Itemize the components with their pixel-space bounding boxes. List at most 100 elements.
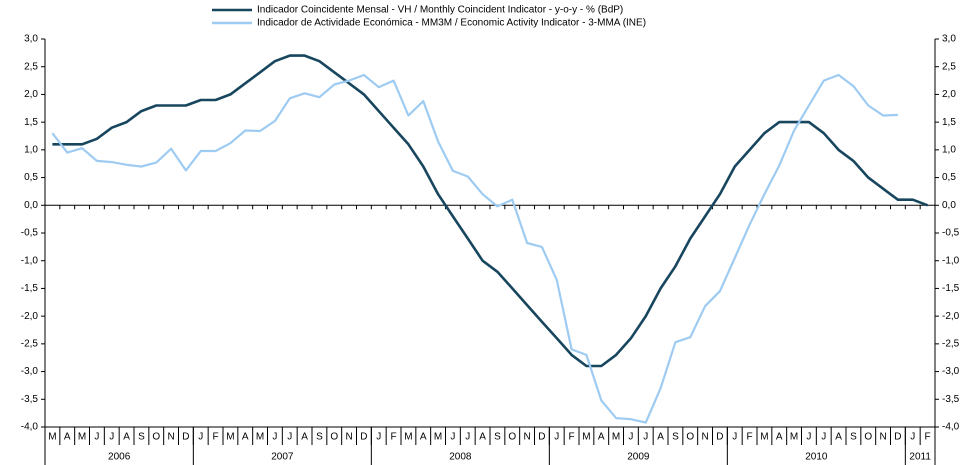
y2-tick-label: -3,0 bbox=[942, 366, 960, 377]
x-tick-label: J bbox=[821, 432, 826, 443]
year-label: 2007 bbox=[271, 452, 294, 463]
x-tick-label: D bbox=[538, 432, 545, 443]
x-tick-label: A bbox=[301, 432, 308, 443]
y-tick-label: 1,5 bbox=[24, 117, 38, 128]
x-tick-label: S bbox=[672, 432, 679, 443]
x-tick-label: O bbox=[330, 432, 338, 443]
x-tick-label: J bbox=[643, 432, 648, 443]
year-label: 2011 bbox=[909, 452, 931, 463]
year-label: 2009 bbox=[627, 452, 650, 463]
x-tick-label: M bbox=[612, 432, 620, 443]
x-tick-label: N bbox=[167, 432, 174, 443]
y2-tick-label: -1,5 bbox=[942, 283, 960, 294]
x-tick-label: N bbox=[523, 432, 530, 443]
x-tick-label: D bbox=[894, 432, 901, 443]
x-tick-label: A bbox=[420, 432, 427, 443]
y2-tick-label: 3,0 bbox=[942, 34, 956, 45]
y-tick-label: 2,5 bbox=[24, 61, 38, 72]
year-label: 2006 bbox=[108, 452, 131, 463]
x-tick-label: J bbox=[554, 432, 559, 443]
x-tick-label: O bbox=[864, 432, 872, 443]
x-tick-label: M bbox=[404, 432, 412, 443]
y-tick-label: -0,5 bbox=[21, 228, 39, 239]
y2-tick-label: -2,0 bbox=[942, 311, 960, 322]
x-tick-label: M bbox=[256, 432, 264, 443]
x-tick-label: J bbox=[806, 432, 811, 443]
x-tick-label: M bbox=[582, 432, 590, 443]
y-tick-label: 0,0 bbox=[24, 200, 38, 211]
x-tick-label: J bbox=[198, 432, 203, 443]
x-tick-label: M bbox=[760, 432, 768, 443]
x-tick-label: J bbox=[109, 432, 114, 443]
x-tick-label: F bbox=[213, 432, 219, 443]
y-tick-label: -2,5 bbox=[21, 338, 39, 349]
x-tick-label: A bbox=[598, 432, 605, 443]
x-tick-label: A bbox=[657, 432, 664, 443]
y2-tick-label: 0,5 bbox=[942, 172, 956, 183]
x-tick-label: M bbox=[226, 432, 234, 443]
y-tick-label: -1,5 bbox=[21, 283, 39, 294]
x-tick-label: S bbox=[138, 432, 145, 443]
y-tick-label: -4,0 bbox=[21, 422, 39, 433]
x-tick-label: O bbox=[152, 432, 160, 443]
y-tick-label: -1,0 bbox=[21, 255, 39, 266]
y2-tick-label: -1,0 bbox=[942, 255, 960, 266]
legend-label: Indicador de Actividade Económica - MM3M… bbox=[257, 18, 646, 29]
y2-tick-label: 2,0 bbox=[942, 89, 956, 100]
y-tick-label: -2,0 bbox=[21, 311, 39, 322]
y-tick-label: 2,0 bbox=[24, 89, 38, 100]
x-tick-label: S bbox=[316, 432, 323, 443]
y2-tick-label: -3,5 bbox=[942, 394, 960, 405]
x-tick-label: D bbox=[716, 432, 723, 443]
x-tick-label: A bbox=[123, 432, 130, 443]
x-tick-label: D bbox=[360, 432, 367, 443]
x-tick-label: M bbox=[434, 432, 442, 443]
y2-tick-label: 1,5 bbox=[942, 117, 956, 128]
series-line bbox=[51, 73, 898, 424]
x-tick-label: A bbox=[835, 432, 842, 443]
x-tick-label: M bbox=[48, 432, 56, 443]
x-tick-label: A bbox=[479, 432, 486, 443]
x-tick-label: J bbox=[910, 432, 915, 443]
x-tick-label: N bbox=[879, 432, 886, 443]
x-tick-label: J bbox=[272, 432, 277, 443]
x-tick-label: M bbox=[78, 432, 86, 443]
x-tick-label: F bbox=[747, 432, 753, 443]
x-tick-label: A bbox=[64, 432, 71, 443]
x-tick-label: N bbox=[701, 432, 708, 443]
x-tick-label: A bbox=[776, 432, 783, 443]
y2-tick-label: 2,5 bbox=[942, 61, 956, 72]
series-line bbox=[52, 54, 929, 368]
x-tick-label: J bbox=[450, 432, 455, 443]
x-tick-label: F bbox=[569, 432, 575, 443]
y2-tick-label: -4,0 bbox=[942, 422, 960, 433]
x-tick-label: J bbox=[94, 432, 99, 443]
y2-tick-label: -2,5 bbox=[942, 338, 960, 349]
legend-label: Indicador Coincidente Mensal - VH / Mont… bbox=[257, 5, 623, 16]
x-tick-label: J bbox=[628, 432, 633, 443]
y2-tick-label: 0,0 bbox=[942, 200, 956, 211]
y2-tick-label: -0,5 bbox=[942, 228, 960, 239]
x-tick-label: J bbox=[287, 432, 292, 443]
x-tick-label: J bbox=[465, 432, 470, 443]
x-tick-label: F bbox=[391, 432, 397, 443]
x-tick-label: S bbox=[850, 432, 857, 443]
y-tick-label: 1,0 bbox=[24, 144, 38, 155]
y-tick-label: 0,5 bbox=[24, 172, 38, 183]
year-label: 2010 bbox=[805, 452, 828, 463]
x-tick-label: N bbox=[345, 432, 352, 443]
x-tick-label: J bbox=[376, 432, 381, 443]
year-label: 2008 bbox=[449, 452, 472, 463]
x-tick-label: S bbox=[494, 432, 501, 443]
y-tick-label: 3,0 bbox=[24, 34, 38, 45]
x-tick-label: A bbox=[242, 432, 249, 443]
x-tick-label: O bbox=[508, 432, 516, 443]
x-tick-label: J bbox=[732, 432, 737, 443]
y2-tick-label: 1,0 bbox=[942, 144, 956, 155]
x-tick-label: O bbox=[686, 432, 694, 443]
x-tick-label: M bbox=[790, 432, 798, 443]
x-tick-label: D bbox=[182, 432, 189, 443]
y-tick-label: -3,0 bbox=[21, 366, 39, 377]
